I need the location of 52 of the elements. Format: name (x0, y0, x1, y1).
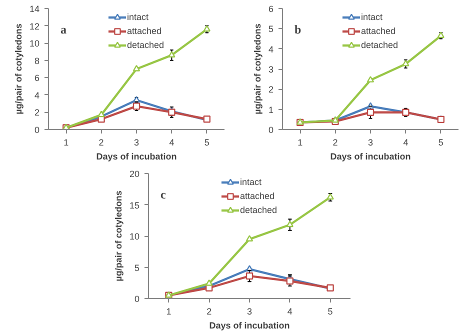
annotation: a (60, 22, 66, 36)
y-tick-label: 12 (29, 21, 40, 32)
y-tick-label: 14 (29, 4, 40, 14)
x-tick-label: 4 (287, 306, 292, 316)
x-tick-label: 1 (298, 138, 303, 148)
annotation: c (160, 188, 166, 202)
y-tick-label: 8 (34, 56, 40, 66)
y-tick-label: 0 (34, 125, 40, 135)
x-tick-label: 5 (328, 306, 333, 316)
y-tick-label: 15 (129, 200, 140, 210)
x-tick-label: 2 (332, 138, 338, 148)
y-tick-label: 3 (268, 64, 274, 74)
legend-label: intact (240, 176, 262, 188)
x-tick-label: 5 (438, 138, 444, 148)
x-tick-label: 1 (166, 306, 172, 316)
y-tick-label: 0 (134, 294, 140, 304)
x-axis-title: Days of incubation (209, 320, 290, 330)
legend-label: intact (360, 11, 382, 23)
y-tick-label: 4 (34, 90, 40, 100)
y-tick-label: 20 (129, 169, 140, 179)
x-axis-title: Days of incubation (330, 152, 411, 162)
x-tick-label: 5 (204, 138, 210, 148)
legend-label: attached (126, 25, 162, 37)
y-tick-label: 6 (268, 4, 274, 14)
y-axis-title: µg/pair of cotyledons (13, 24, 24, 114)
legend-label: attached (360, 25, 396, 37)
x-tick-label: 3 (368, 138, 374, 148)
y-tick-label: 2 (268, 84, 274, 95)
x-tick-label: 3 (246, 306, 252, 316)
y-tick-label: 10 (129, 232, 140, 242)
x-tick-label: 2 (98, 138, 104, 148)
y-tick-label: 6 (34, 73, 40, 84)
legend-label: detached (360, 39, 398, 51)
y-tick-label: 0 (268, 125, 274, 135)
x-tick-label: 2 (206, 306, 212, 316)
y-tick-label: 2 (34, 108, 40, 118)
y-tick-label: 10 (29, 38, 40, 49)
y-tick-label: 1 (268, 104, 274, 115)
x-tick-label: 1 (64, 138, 69, 148)
legend-label: intact (126, 11, 148, 23)
legend-label: attached (240, 190, 275, 202)
x-tick-label: 4 (403, 138, 408, 148)
y-axis-title: µg/pair of cotyledons (113, 190, 124, 282)
legend-label: detached (126, 39, 164, 51)
y-tick-label: 5 (268, 24, 274, 34)
x-tick-label: 4 (169, 138, 174, 148)
annotation: b (294, 22, 302, 36)
x-axis-title: Days of incubation (96, 152, 177, 162)
y-axis-title: µg/pair of cotyledons (252, 24, 262, 114)
legend-label: detached (240, 204, 278, 216)
y-tick-label: 5 (134, 262, 140, 273)
y-tick-label: 4 (268, 44, 274, 54)
